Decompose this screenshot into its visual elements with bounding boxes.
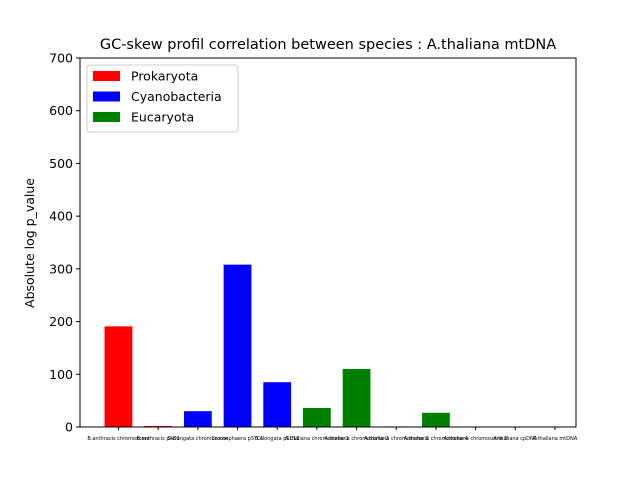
y-tick-label-4: 400 [49,209,73,224]
chart-title: GC-skew profil correlation between speci… [100,37,556,53]
y-axis-label: Absolute log p_value [22,178,37,308]
legend-label-1: Cyanobacteria [131,89,222,104]
bar-8 [422,412,450,427]
x-tick-label-4: S.elongata pSC11 [255,436,300,442]
bar-5 [303,408,331,427]
y-tick-label-6: 600 [49,103,73,118]
bar-6 [342,369,371,427]
bar-0 [104,326,133,427]
y-tick-label-2: 200 [49,314,73,329]
legend-label-2: Eucaryota [131,110,194,125]
y-tick-label-7: 700 [49,51,73,66]
y-tick-label-5: 500 [49,156,73,171]
x-tick-label-7: A.thaliana chromosome 3 [364,436,428,442]
x-tick-label-9: A.thaliana chromosome 5 [444,436,508,442]
legend-box [86,64,239,133]
y-ticks-group: 0 100 200 300 400 500 600 700 [49,51,80,435]
legend-swatch-0 [93,71,120,81]
x-tick-label-10: A.thaliana cpDNA [493,436,537,442]
x-tick-label-2: S.elongata chromosome [167,436,228,442]
bars-group [104,264,569,428]
bar-3 [223,264,252,427]
x-tick-label-1: B.anthracis pXO1 [137,436,180,442]
legend-label-0: Prokaryota [131,69,198,84]
x-tick-label-3: Crocosphaera pSYC1 [212,436,264,442]
legend: Prokaryota Cyanobacteria Eucaryota [86,64,239,133]
x-tick-label-8: A.thaliana chromosome 4 [404,436,468,442]
x-tick-label-5: A.thaliana chromosome 1 [285,436,349,442]
y-tick-label-1: 100 [49,367,73,382]
y-tick-label-3: 300 [49,261,73,276]
bar-2 [183,411,212,427]
x-tick-label-11: A.thaliana mtDNA [533,436,578,442]
x-tick-label-0: B.anthracis chromosome [87,436,149,442]
x-tick-label-6: A.thaliana chromosome 2 [325,436,389,442]
legend-swatch-2 [93,112,120,122]
bar-4 [263,382,292,427]
y-tick-label-0: 0 [65,420,73,435]
bar-1 [144,425,173,427]
plot-frame [79,57,577,428]
legend-swatch-1 [93,91,120,102]
